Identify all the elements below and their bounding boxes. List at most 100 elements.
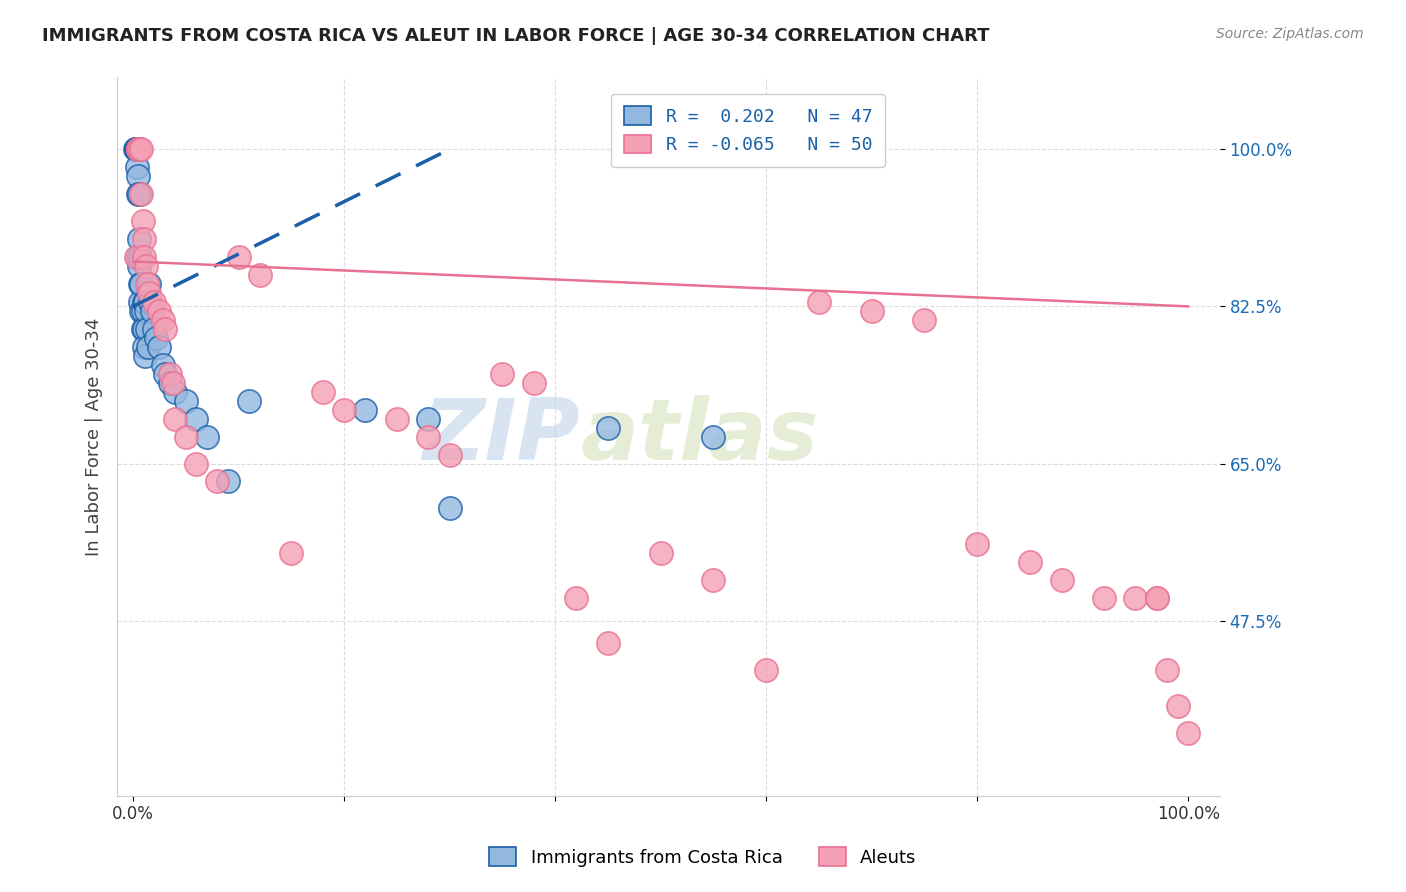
Point [162,376,184,390]
Point [124,142,146,156]
Text: Source: ZipAtlas.com: Source: ZipAtlas.com [1216,27,1364,41]
Point [418,429,440,443]
Point [128,142,150,156]
Point [174,429,197,443]
Point [165,411,187,425]
Point [127,142,149,156]
Text: atlas: atlas [581,395,818,478]
Point [132,232,155,246]
Point [136,340,159,354]
Point [127,250,149,264]
Point [195,429,218,443]
Point [1092,591,1115,606]
Point [912,313,935,327]
Point [165,384,187,399]
Point [807,294,830,309]
Point [174,393,197,408]
Point [152,313,174,327]
Point [129,277,152,291]
Point [249,268,271,282]
Point [128,187,150,202]
Point [418,411,440,425]
Point [125,142,148,156]
Point [312,384,335,399]
Point [135,304,157,318]
Point [238,393,260,408]
Point [565,591,588,606]
Point [280,546,302,560]
Y-axis label: In Labor Force | Age 30-34: In Labor Force | Age 30-34 [86,318,103,556]
Point [132,250,155,264]
Point [143,322,166,336]
Point [132,340,155,354]
Point [596,420,619,434]
Point [1156,663,1178,677]
Point [131,214,153,228]
Legend: Immigrants from Costa Rica, Aleuts: Immigrants from Costa Rica, Aleuts [482,840,924,874]
Point [131,322,153,336]
Point [702,574,724,588]
Point [127,160,149,174]
Point [385,411,408,425]
Point [153,322,176,336]
Point [966,537,988,551]
Point [128,259,150,273]
Point [129,294,152,309]
Point [145,331,167,345]
Point [148,340,170,354]
Point [491,367,513,381]
Point [125,250,148,264]
Point [132,294,155,309]
Legend: R =  0.202   N = 47, R = -0.065   N = 50: R = 0.202 N = 47, R = -0.065 N = 50 [612,94,884,167]
Point [139,294,162,309]
Point [439,448,461,462]
Point [439,501,461,516]
Point [131,187,153,202]
Point [128,232,150,246]
Point [131,277,153,291]
Point [186,457,208,471]
Point [228,250,250,264]
Point [1167,698,1189,713]
Point [650,546,672,560]
Point [596,636,619,650]
Point [860,304,883,318]
Point [333,402,356,417]
Point [1050,574,1073,588]
Point [138,285,160,300]
Point [138,277,160,291]
Point [354,402,377,417]
Point [523,376,546,390]
Point [1019,555,1042,569]
Point [135,277,157,291]
Point [141,304,163,318]
Point [131,304,153,318]
Point [1125,591,1147,606]
Point [127,142,149,156]
Point [132,322,155,336]
Point [148,304,170,318]
Point [702,429,724,443]
Point [1146,591,1168,606]
Point [134,294,156,309]
Point [134,349,156,363]
Point [127,169,149,184]
Point [135,259,157,273]
Point [217,475,239,489]
Point [125,142,148,156]
Point [127,142,149,156]
Point [127,142,149,156]
Point [1146,591,1168,606]
Point [159,367,181,381]
Point [131,304,153,318]
Point [143,294,166,309]
Point [755,663,778,677]
Point [152,358,174,372]
Text: IMMIGRANTS FROM COSTA RICA VS ALEUT IN LABOR FORCE | AGE 30-34 CORRELATION CHART: IMMIGRANTS FROM COSTA RICA VS ALEUT IN L… [42,27,990,45]
Point [207,475,229,489]
Point [153,367,176,381]
Point [127,187,149,202]
Text: ZIP: ZIP [423,395,581,478]
Point [186,411,208,425]
Point [135,322,157,336]
